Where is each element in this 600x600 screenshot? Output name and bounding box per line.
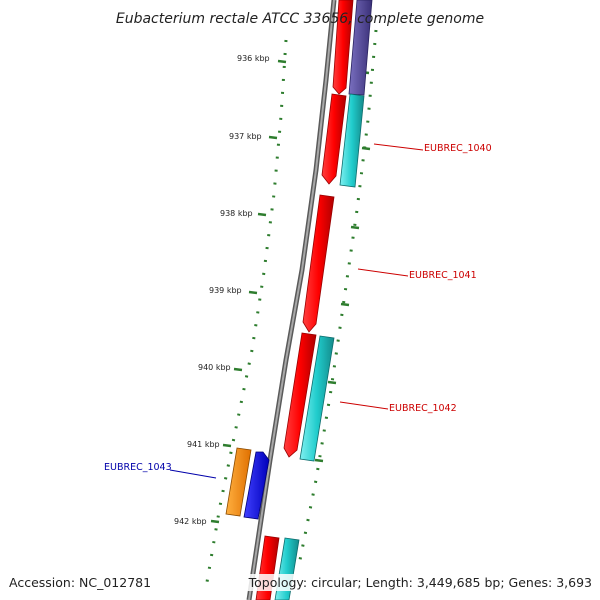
kbp-tick-label: 942 kbp bbox=[174, 517, 207, 526]
cds-forward-bar bbox=[302, 194, 335, 333]
gene-bar bbox=[339, 93, 365, 188]
kbp-tick-label: 936 kbp bbox=[237, 54, 270, 63]
gene-bar bbox=[299, 335, 335, 462]
map-title: Eubacterium rectale ATCC 33656, complete… bbox=[116, 11, 484, 27]
kbp-tick-label: 941 kbp bbox=[187, 440, 220, 449]
label-leader-line bbox=[357, 268, 409, 277]
ruler-major-ticks bbox=[210, 59, 371, 524]
cds-forward-bar bbox=[332, 0, 354, 95]
kbp-tick-label: 940 kbp bbox=[198, 363, 231, 372]
kbp-tick-label: 938 kbp bbox=[220, 209, 253, 218]
gene-label[interactable]: EUBREC_1042 bbox=[389, 403, 457, 414]
accession-text: Accession: NC_012781 bbox=[7, 574, 154, 591]
kbp-tick-label: 939 kbp bbox=[209, 286, 242, 295]
label-leader-line bbox=[169, 469, 217, 479]
gene-reverse-bar bbox=[225, 447, 252, 517]
other-feature-bar bbox=[348, 0, 373, 96]
cds-forward-bar bbox=[283, 332, 317, 458]
gene-label[interactable]: EUBREC_1040 bbox=[424, 143, 492, 154]
kbp-tick-label: 937 kbp bbox=[229, 132, 262, 141]
cds-forward-bar bbox=[321, 93, 347, 185]
gene-label[interactable]: EUBREC_1041 bbox=[409, 270, 477, 281]
topology-text: Topology: circular; Length: 3,449,685 bp… bbox=[246, 574, 594, 591]
cds-reverse-bar bbox=[243, 451, 270, 520]
label-leader-line bbox=[373, 143, 424, 151]
label-leader-line bbox=[339, 401, 389, 410]
gene-label[interactable]: EUBREC_1043 bbox=[104, 462, 172, 473]
